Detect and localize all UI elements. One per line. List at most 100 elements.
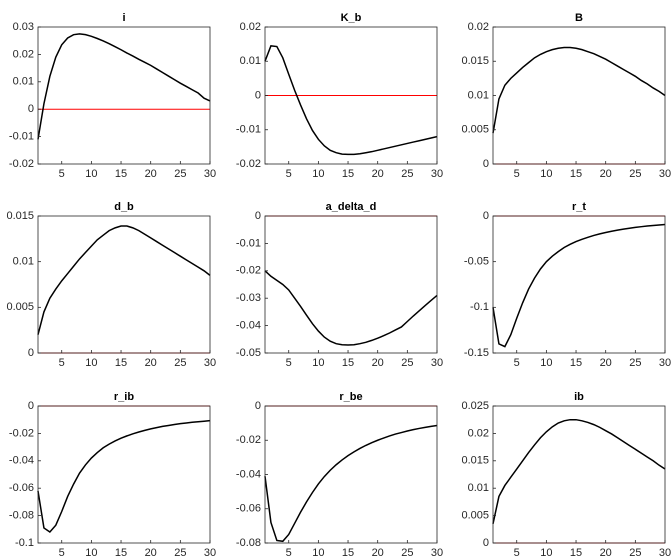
y-tick-label: -0.04: [236, 468, 261, 480]
y-tick-label: -0.05: [236, 347, 261, 359]
y-tick-label: 0: [483, 158, 489, 170]
y-tick-label: -0.02: [9, 427, 34, 439]
x-tick-label: 30: [204, 547, 216, 559]
y-tick-label: 0: [483, 210, 489, 222]
y-tick-label: -0.02: [236, 434, 261, 446]
x-tick-label: 15: [115, 547, 127, 559]
x-tick-label: 5: [514, 547, 520, 559]
y-tick-label: 0: [28, 347, 34, 359]
x-tick-label: 20: [372, 547, 384, 559]
x-tick-label: 20: [600, 547, 612, 559]
chart-title: K_b: [341, 12, 362, 24]
x-tick-label: 20: [600, 357, 612, 369]
y-tick-label: 0.015: [461, 455, 489, 467]
x-tick-label: 10: [85, 357, 97, 369]
x-tick-label: 10: [312, 547, 324, 559]
y-tick-label: -0.06: [236, 503, 261, 515]
x-tick-label: 30: [204, 168, 216, 180]
y-tick-label: 0.01: [468, 89, 489, 101]
x-tick-label: 20: [372, 357, 384, 369]
figure: -0.02 -0.01 0 0.01 0.02 0.03 5 10 15 20 25 30 i -0.02…: [0, 0, 672, 559]
y-tick-label: -0.01: [236, 124, 261, 136]
x-tick-label: 10: [85, 168, 97, 180]
x-tick-label: 25: [174, 357, 186, 369]
x-tick-label: 30: [204, 357, 216, 369]
y-tick-label: -0.01: [9, 131, 34, 143]
x-tick-label: 10: [312, 357, 324, 369]
x-tick-label: 25: [401, 357, 413, 369]
plot-area: [38, 216, 210, 353]
chart-title: ib: [574, 391, 584, 403]
x-tick-label: 5: [514, 168, 520, 180]
x-tick-label: 30: [431, 168, 443, 180]
x-tick-label: 10: [85, 547, 97, 559]
y-tick-label: -0.1: [470, 301, 489, 313]
y-tick-label: -0.02: [236, 158, 261, 170]
x-tick-label: 10: [312, 168, 324, 180]
y-tick-label: 0.02: [13, 48, 34, 60]
y-tick-label: -0.1: [15, 537, 34, 549]
y-tick-label: -0.15: [464, 347, 489, 359]
x-tick-label: 15: [115, 168, 127, 180]
x-tick-label: 30: [431, 357, 443, 369]
plot-area: [38, 406, 210, 543]
x-tick-label: 15: [342, 168, 354, 180]
y-tick-label: -0.04: [9, 455, 34, 467]
chart-title: r_t: [572, 201, 586, 213]
x-tick-label: 15: [115, 357, 127, 369]
y-tick-label: -0.08: [236, 537, 261, 549]
x-tick-label: 5: [514, 357, 520, 369]
y-tick-label: 0: [28, 103, 34, 115]
y-tick-label: -0.02: [236, 265, 261, 277]
x-tick-label: 5: [286, 547, 292, 559]
x-tick-label: 25: [629, 357, 641, 369]
x-tick-label: 10: [540, 547, 552, 559]
y-tick-label: 0: [255, 210, 261, 222]
x-tick-label: 25: [401, 168, 413, 180]
plot-area: [265, 216, 437, 353]
x-tick-label: 5: [59, 168, 65, 180]
chart-title: i: [122, 12, 125, 24]
y-tick-label: -0.03: [236, 292, 261, 304]
x-tick-label: 25: [629, 547, 641, 559]
plot-area: [493, 27, 665, 164]
y-tick-label: 0.015: [6, 210, 34, 222]
y-tick-label: 0.03: [13, 21, 34, 33]
x-tick-label: 15: [570, 357, 582, 369]
chart-title: r_ib: [114, 391, 134, 403]
x-tick-label: 5: [286, 357, 292, 369]
y-tick-label: -0.01: [236, 237, 261, 249]
y-tick-label: 0: [255, 400, 261, 412]
x-tick-label: 5: [59, 357, 65, 369]
x-tick-label: 25: [174, 547, 186, 559]
y-tick-label: 0.015: [461, 55, 489, 67]
chart-title: B: [575, 12, 583, 24]
x-tick-label: 30: [659, 547, 671, 559]
y-tick-label: 0.02: [240, 21, 261, 33]
x-tick-label: 25: [174, 168, 186, 180]
x-tick-label: 15: [342, 547, 354, 559]
x-tick-label: 30: [659, 168, 671, 180]
x-tick-label: 25: [629, 168, 641, 180]
x-tick-label: 20: [372, 168, 384, 180]
y-tick-label: -0.04: [236, 320, 261, 332]
y-tick-label: 0.02: [468, 21, 489, 33]
plot-area: [38, 27, 210, 164]
x-tick-label: 15: [570, 168, 582, 180]
chart-title: d_b: [114, 201, 134, 213]
y-tick-label: -0.05: [464, 256, 489, 268]
x-tick-label: 20: [600, 168, 612, 180]
x-tick-label: 20: [145, 357, 157, 369]
x-tick-label: 25: [401, 547, 413, 559]
plot-area: [265, 406, 437, 543]
x-tick-label: 30: [659, 357, 671, 369]
y-tick-label: -0.08: [9, 510, 34, 522]
y-tick-label: 0.01: [13, 256, 34, 268]
y-tick-label: 0.01: [240, 55, 261, 67]
y-tick-label: 0.01: [468, 482, 489, 494]
plot-area: [493, 406, 665, 543]
x-tick-label: 15: [342, 357, 354, 369]
y-tick-label: 0: [483, 537, 489, 549]
y-tick-label: 0.025: [461, 400, 489, 412]
y-tick-label: 0.02: [468, 427, 489, 439]
